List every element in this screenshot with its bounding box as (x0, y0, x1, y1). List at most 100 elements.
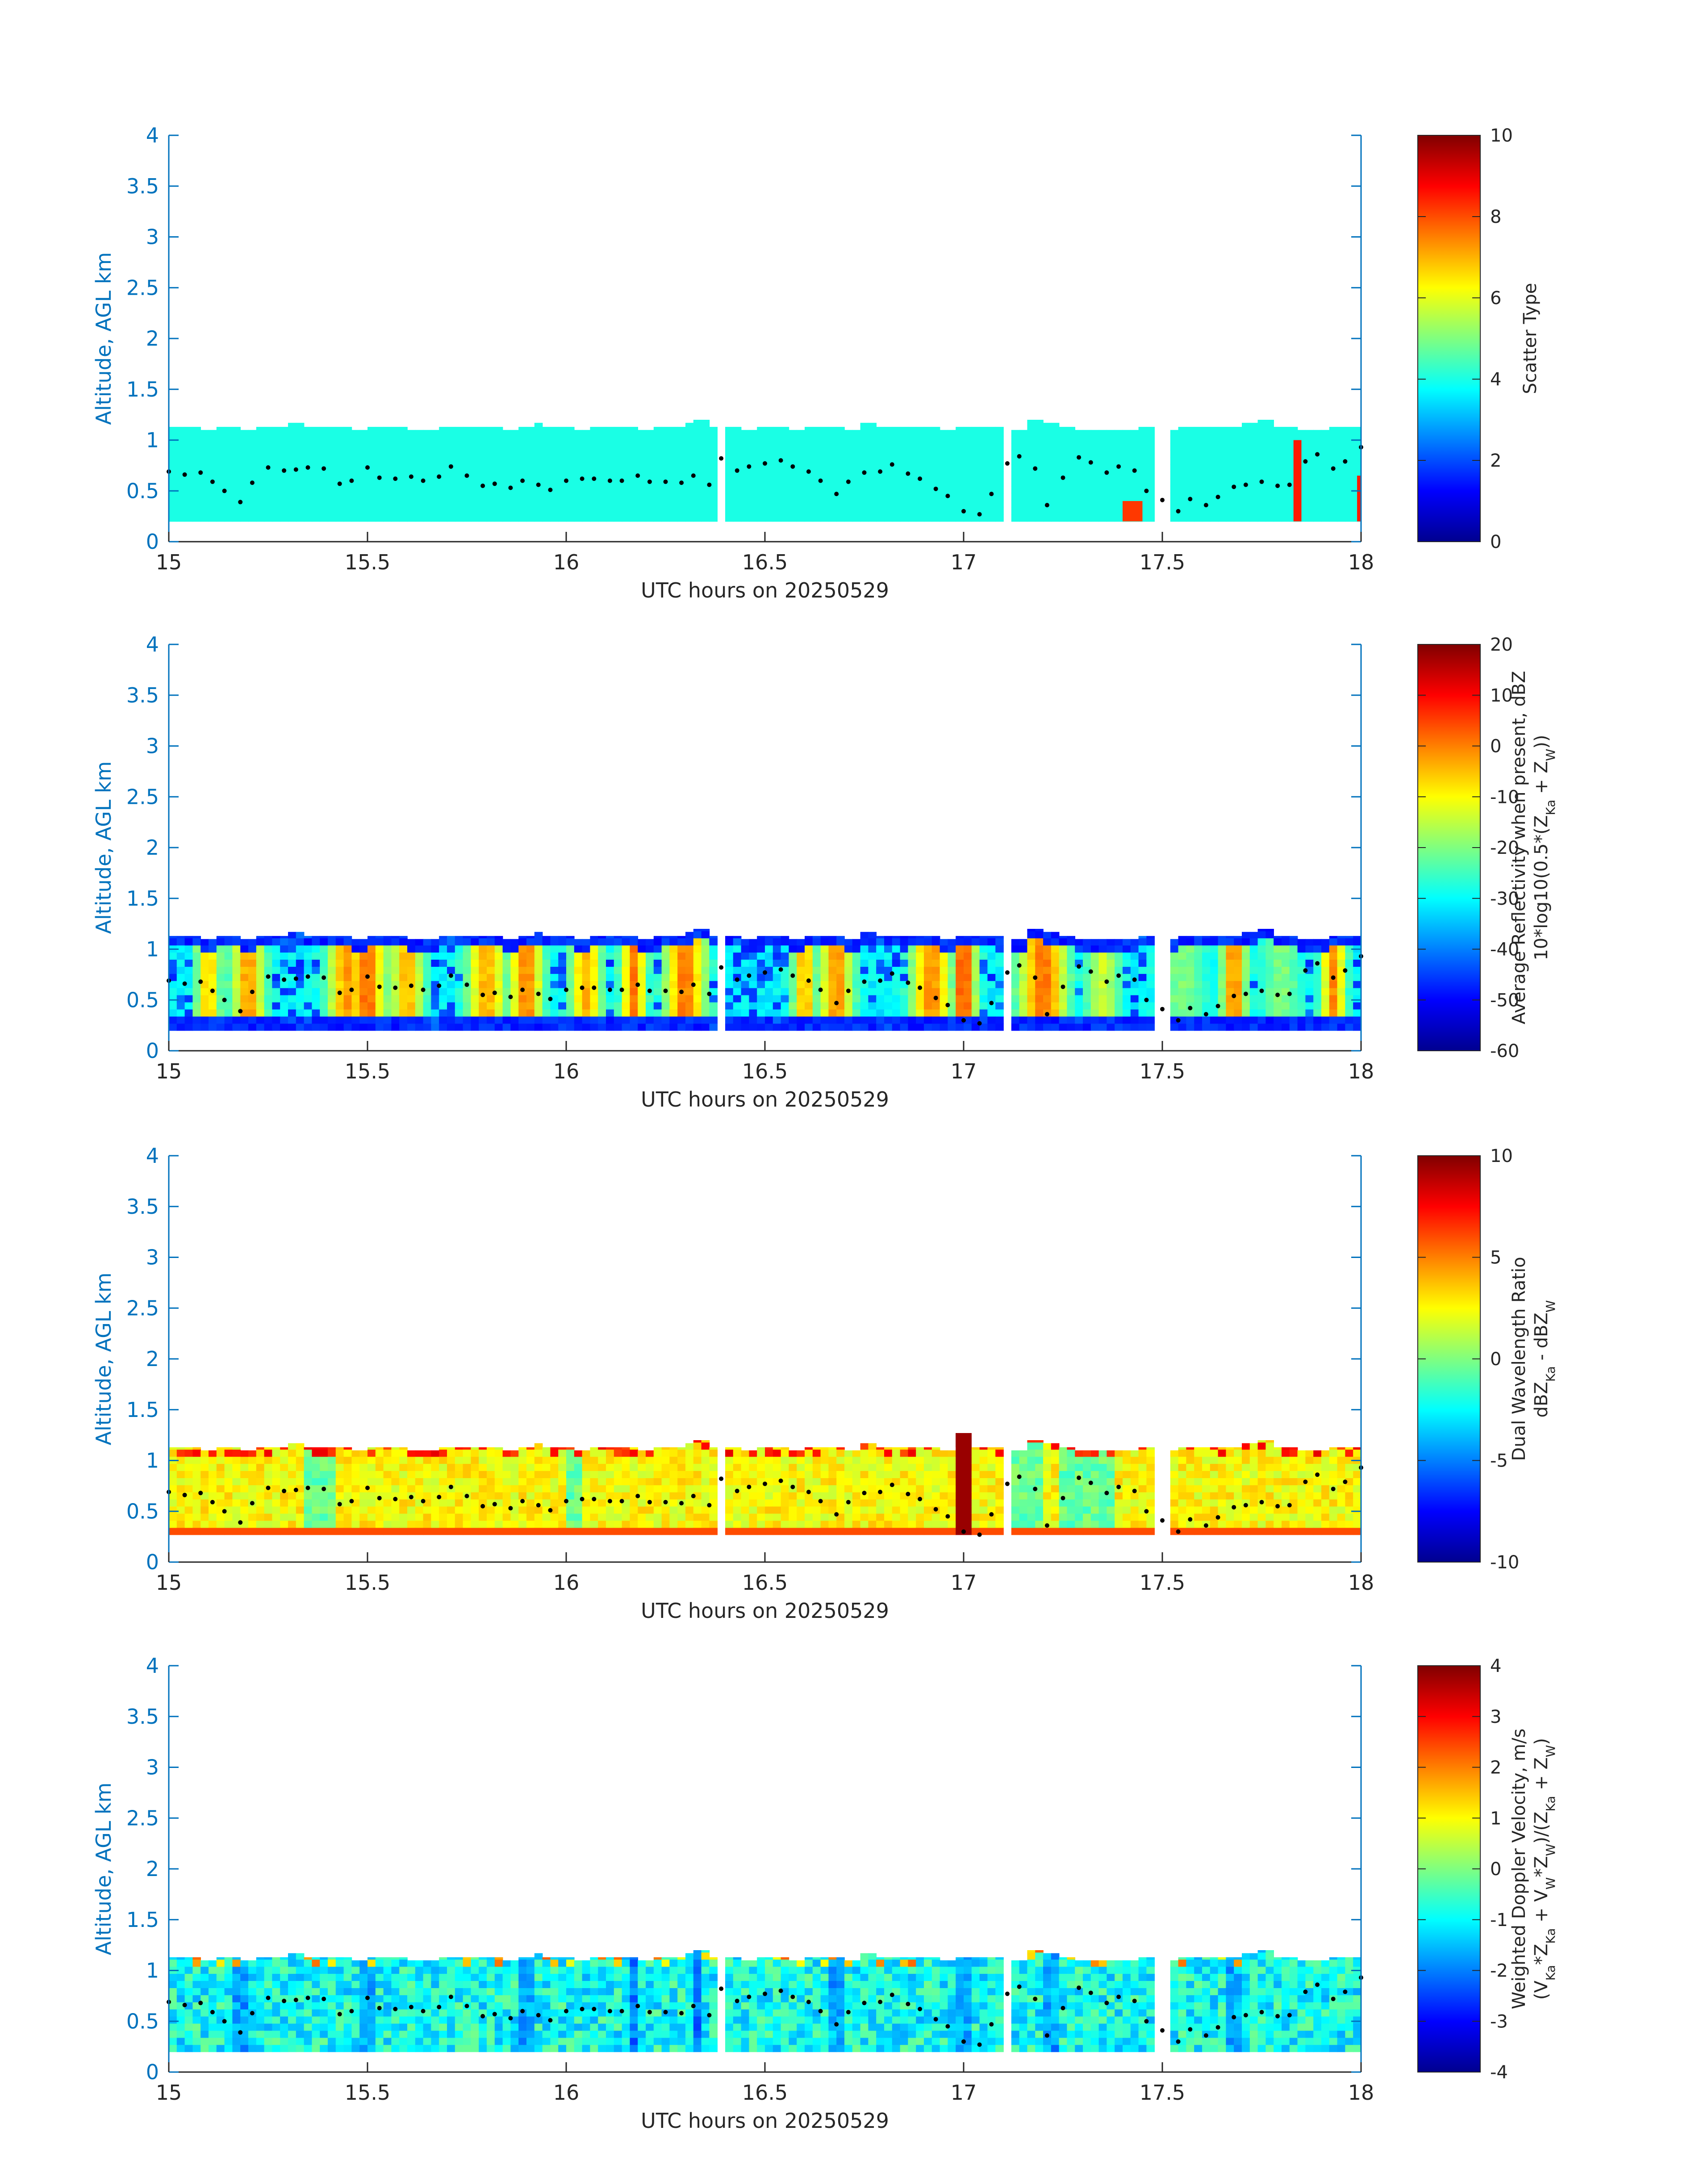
heatmap-cell (964, 987, 972, 995)
heatmap-cell (1186, 507, 1194, 515)
heatmap-cell (1282, 936, 1290, 939)
heatmap-cell (1107, 994, 1115, 1003)
heatmap-cell (280, 1456, 288, 1464)
heatmap-field (169, 929, 1361, 1031)
heatmap-cell (931, 959, 940, 967)
heatmap-cell (773, 429, 781, 437)
heatmap-cell (995, 938, 1004, 946)
heatmap-cell (638, 500, 646, 508)
heatmap-cell (852, 507, 861, 515)
y-tick-label: 0 (146, 530, 159, 554)
heatmap-cell (518, 1002, 527, 1010)
heatmap-cell (320, 514, 328, 522)
cloud-base-point (548, 488, 553, 492)
heatmap-cell (836, 464, 845, 472)
heatmap-cell (534, 1471, 543, 1478)
heatmap-cell (455, 981, 464, 988)
cloud-base-point (1005, 970, 1010, 975)
heatmap-cell (550, 1449, 559, 1457)
heatmap-cell (709, 450, 718, 458)
heatmap-cell (622, 507, 631, 515)
heatmap-cell (924, 493, 932, 501)
heatmap-cell (240, 1527, 249, 1535)
heatmap-cell (1115, 945, 1123, 953)
heatmap-cell (463, 493, 472, 501)
heatmap-cell (463, 507, 472, 515)
heatmap-cell (805, 429, 813, 437)
heatmap-cell (1027, 422, 1036, 430)
heatmap-cell (979, 426, 988, 430)
heatmap-cell (908, 936, 916, 939)
heatmap-cell (550, 500, 559, 508)
heatmap-cell (908, 479, 916, 486)
heatmap-cell (1043, 974, 1052, 981)
heatmap-cell (200, 479, 209, 486)
heatmap-cell (1305, 1002, 1314, 1010)
heatmap-cell (248, 485, 257, 493)
heatmap-cell (1130, 472, 1139, 479)
heatmap-cell (526, 1009, 535, 1017)
heatmap-cell (741, 443, 750, 451)
heatmap-cell (661, 472, 670, 479)
heatmap-cell (860, 994, 869, 1003)
heatmap-cell (224, 450, 233, 458)
heatmap-cell (328, 485, 336, 493)
heatmap-cell (924, 1023, 932, 1031)
heatmap-cell (1282, 426, 1290, 430)
heatmap-cell (1123, 430, 1131, 437)
heatmap-cell (1289, 1002, 1298, 1010)
cloud-base-point (305, 974, 310, 979)
heatmap-cell (749, 472, 757, 479)
heatmap-cell (335, 945, 344, 953)
heatmap-cell (200, 939, 209, 946)
heatmap-cell (1313, 479, 1322, 486)
heatmap-cell (240, 479, 249, 486)
heatmap-cell (184, 1527, 193, 1535)
heatmap-cell (1043, 1002, 1052, 1010)
heatmap-cell (502, 939, 511, 946)
heatmap-cell (558, 1478, 567, 1485)
heatmap-cell (884, 500, 893, 508)
heatmap-cell (685, 1023, 694, 1031)
heatmap-cell (868, 952, 877, 960)
heatmap-cell (1226, 457, 1234, 465)
heatmap-cell (781, 450, 789, 458)
heatmap-cell (1186, 472, 1194, 479)
heatmap-cell (375, 945, 384, 953)
heatmap-cell (1289, 1016, 1298, 1024)
heatmap-cell (1218, 493, 1227, 501)
heatmap-cell (1138, 959, 1147, 967)
heatmap-cell (979, 1002, 988, 1010)
heatmap-cell (335, 1447, 344, 1450)
heatmap-cell (1035, 443, 1044, 451)
heatmap-cell (415, 436, 424, 444)
heatmap-cell (494, 1527, 503, 1535)
heatmap-cell (328, 1456, 336, 1464)
heatmap-cell (550, 1023, 559, 1031)
heatmap-cell (1218, 479, 1227, 486)
heatmap-cell (828, 1016, 837, 1024)
heatmap-cell (518, 938, 527, 946)
cloud-base-point (1215, 1003, 1220, 1008)
heatmap-cell (1282, 952, 1290, 960)
heatmap-cell (789, 485, 797, 493)
cloud-base-point (818, 987, 823, 992)
heatmap-cell (614, 472, 622, 479)
heatmap-cell (391, 1456, 400, 1464)
heatmap-cell (669, 457, 678, 465)
heatmap-cell (733, 429, 742, 437)
heatmap-cell (1265, 938, 1274, 946)
heatmap-cell (931, 472, 940, 479)
heatmap-cell (256, 952, 265, 960)
heatmap-cell (924, 938, 932, 946)
heatmap-cell (1274, 514, 1282, 522)
heatmap-cell (471, 457, 479, 465)
heatmap-cell (677, 974, 686, 981)
heatmap-cell (884, 464, 893, 472)
heatmap-cell (280, 500, 288, 508)
colorbar-tick-label: 0 (1490, 736, 1501, 757)
heatmap-cell (1305, 472, 1314, 479)
heatmap-cell (638, 436, 646, 444)
heatmap-cell (296, 443, 305, 451)
heatmap-cell (200, 514, 209, 522)
